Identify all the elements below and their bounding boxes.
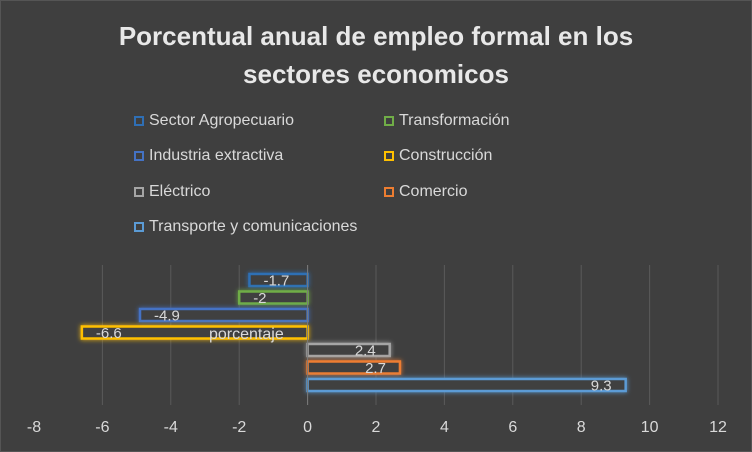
legend-swatch: [384, 187, 394, 197]
legend-swatch: [384, 116, 394, 126]
bar: [306, 342, 391, 358]
x-tick-label: 0: [303, 419, 312, 436]
legend-label: Construcción: [399, 147, 493, 164]
data-label: 2.4: [355, 343, 376, 360]
legend-item: Transporte y comunicaciones: [134, 217, 357, 237]
legend-label: Eléctrico: [149, 183, 211, 200]
bar: [306, 377, 627, 393]
legend-item: Sector Agropecuario: [134, 111, 294, 131]
x-tick-label: 6: [508, 419, 517, 436]
data-label: -1.7: [263, 273, 289, 290]
category-label: porcentaje: [209, 326, 284, 343]
legend-swatch: [134, 151, 144, 161]
x-tick-label: 4: [440, 419, 449, 436]
legend-item: Eléctrico: [134, 182, 210, 202]
legend-item: Industria extractiva: [134, 146, 283, 166]
x-tick-label: 8: [577, 419, 586, 436]
data-label: -6.6: [96, 325, 122, 342]
data-label: -4.9: [154, 308, 180, 325]
x-tick-label: -2: [232, 419, 246, 436]
legend-label: Transporte y comunicaciones: [149, 218, 358, 235]
legend-swatch: [134, 222, 144, 232]
legend-item: Transformación: [384, 111, 510, 131]
chart-title: Porcentual anual de empleo formal en los…: [118, 21, 634, 89]
legend-item: Comercio: [384, 182, 467, 202]
x-tick-label: -6: [95, 419, 109, 436]
legend-label: Industria extractiva: [149, 147, 284, 164]
legend-swatch: [384, 151, 394, 161]
data-label: 9.3: [591, 378, 612, 395]
legend-label: Comercio: [399, 183, 468, 200]
legend-label: Transformación: [399, 112, 510, 129]
x-tick-label: 10: [641, 419, 659, 436]
x-tick-label: -8: [27, 419, 41, 436]
legend-swatch: [134, 187, 144, 197]
bar: [237, 290, 309, 305]
x-tick-label: 2: [372, 419, 381, 436]
x-tick-label: 12: [709, 419, 727, 436]
bar: [306, 360, 402, 375]
data-label: 2.7: [365, 360, 386, 377]
x-tick-label: -4: [164, 419, 178, 436]
data-label: -2: [253, 290, 266, 307]
legend-swatch: [134, 116, 144, 126]
legend-item: Construcción: [384, 146, 492, 166]
legend-label: Sector Agropecuario: [149, 112, 294, 129]
